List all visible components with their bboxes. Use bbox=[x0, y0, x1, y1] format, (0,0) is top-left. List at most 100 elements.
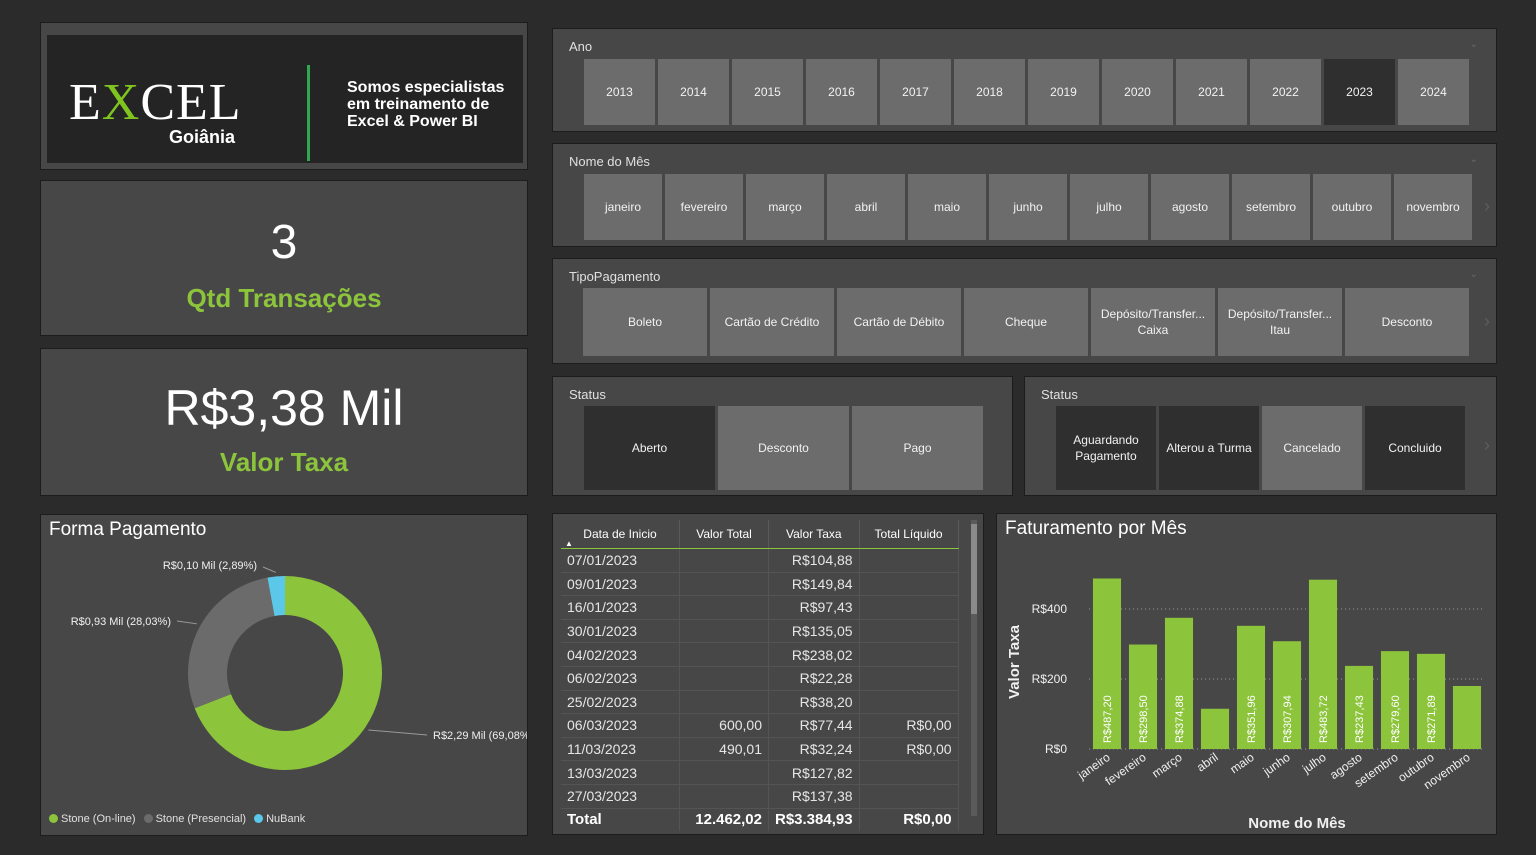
bar-data-label: R$307,94 bbox=[1282, 695, 1294, 743]
table-scrollbar-track[interactable] bbox=[971, 520, 977, 816]
bar[interactable] bbox=[1164, 617, 1194, 749]
bar[interactable] bbox=[1200, 708, 1230, 749]
logo-divider bbox=[307, 65, 310, 161]
slicer-tile[interactable]: 2024 bbox=[1398, 59, 1469, 125]
slicer-tile[interactable]: Depósito/Transfer... Itau bbox=[1218, 288, 1342, 356]
slicer-tile[interactable]: 2015 bbox=[732, 59, 803, 125]
bar[interactable] bbox=[1308, 579, 1338, 749]
table-cell: 16/01/2023 bbox=[561, 595, 680, 620]
bar[interactable] bbox=[1128, 644, 1158, 749]
slicer-tile[interactable]: Pago bbox=[852, 406, 983, 490]
table-cell bbox=[859, 572, 959, 597]
slicer-tile[interactable]: Cartão de Débito bbox=[837, 288, 961, 356]
table-header-cell[interactable]: Total Líquido bbox=[859, 520, 959, 549]
table-row[interactable]: 06/03/2023 600,00 R$77,44 R$0,00 bbox=[561, 713, 959, 738]
table-cell bbox=[859, 595, 959, 620]
slicer-tile[interactable]: agosto bbox=[1151, 174, 1229, 240]
slicer-tile[interactable]: Cartão de Crédito bbox=[710, 288, 834, 356]
table-row[interactable]: 16/01/2023 R$97,43 bbox=[561, 595, 959, 620]
slicer-tile[interactable]: 2020 bbox=[1102, 59, 1173, 125]
slicer-tile[interactable]: Concluido bbox=[1365, 406, 1465, 490]
table-scrollbar-thumb[interactable] bbox=[971, 524, 977, 614]
slicer-tile[interactable]: Desconto bbox=[1345, 288, 1469, 356]
chevron-right-icon[interactable]: › bbox=[1484, 196, 1490, 216]
slicer-tile[interactable]: 2021 bbox=[1176, 59, 1247, 125]
donut-chart: R$2,29 Mil (69,08%) R$0,93 Mil (28,03%) R$… bbox=[71, 560, 527, 770]
slicer-tile[interactable]: 2023 bbox=[1324, 59, 1395, 125]
bar-data-label: R$487,20 bbox=[1102, 695, 1114, 743]
table-row[interactable]: 09/01/2023 R$149,84 bbox=[561, 572, 959, 597]
slicer-tile[interactable]: 2016 bbox=[806, 59, 877, 125]
table-header-cell[interactable]: Valor Taxa bbox=[768, 520, 860, 549]
bar[interactable] bbox=[1452, 686, 1482, 749]
donut-slice[interactable] bbox=[194, 576, 382, 770]
slicer-tile[interactable]: abril bbox=[827, 174, 905, 240]
kpi-taxa-value: R$3,38 Mil bbox=[164, 380, 404, 436]
donut-data-label: R$2,29 Mil (69,08%) bbox=[433, 730, 527, 742]
slicer-tile[interactable]: 2013 bbox=[584, 59, 655, 125]
table-cell bbox=[679, 595, 769, 620]
chevron-right-icon[interactable]: › bbox=[1484, 435, 1490, 455]
legend-item[interactable]: NuBank bbox=[254, 813, 305, 825]
table-row[interactable]: 07/01/2023 R$104,88 bbox=[561, 548, 959, 573]
slicer-tile[interactable]: 2017 bbox=[880, 59, 951, 125]
bar-data-label: R$374,88 bbox=[1174, 695, 1186, 743]
slicer-tile[interactable]: 2014 bbox=[658, 59, 729, 125]
table-row[interactable]: 11/03/2023 490,01 R$32,24 R$0,00 bbox=[561, 737, 959, 762]
slicer-tile[interactable]: novembro bbox=[1394, 174, 1472, 240]
slicer-tile[interactable]: Cheque bbox=[964, 288, 1088, 356]
slicer-tile[interactable]: Cancelado bbox=[1262, 406, 1362, 490]
slicer-tile[interactable]: janeiro bbox=[584, 174, 662, 240]
sort-ascending-icon[interactable]: ▲ bbox=[565, 539, 573, 548]
slicer-status2-tiles: Aguardando Pagamento Alterou a Turma Cance… bbox=[1056, 406, 1465, 490]
slicer-tile[interactable]: fevereiro bbox=[665, 174, 743, 240]
table-cell: R$22,28 bbox=[768, 666, 860, 691]
slicer-status-2: Status Aguardando Pagamento Alterou a Tur… bbox=[1024, 376, 1497, 496]
bar[interactable] bbox=[1272, 641, 1302, 749]
slicer-tile[interactable]: Boleto bbox=[583, 288, 707, 356]
slicer-tile[interactable]: outubro bbox=[1313, 174, 1391, 240]
slicer-tile[interactable]: junho bbox=[989, 174, 1067, 240]
legend-item[interactable]: Stone (On-line) bbox=[49, 813, 136, 825]
bar[interactable] bbox=[1416, 653, 1446, 749]
table-row[interactable]: 25/02/2023 R$38,20 bbox=[561, 690, 959, 715]
chevron-down-icon[interactable]: ⌄ bbox=[1469, 39, 1478, 50]
slicer-tile[interactable]: Aberto bbox=[584, 406, 715, 490]
bar-data-label: R$483,72 bbox=[1318, 695, 1330, 743]
logo-banner: EXCEL Goiânia Somos especialistas em tre… bbox=[47, 35, 523, 163]
slicer-tipo-pagamento: TipoPagamento ⌄ Boleto Cartão de Crédito C… bbox=[552, 258, 1497, 364]
slicer-tile[interactable]: Aguardando Pagamento bbox=[1056, 406, 1156, 490]
slicer-tile[interactable]: Desconto bbox=[718, 406, 849, 490]
donut-slice[interactable] bbox=[188, 577, 275, 709]
donut-slice[interactable] bbox=[267, 576, 285, 616]
table-row[interactable]: 13/03/2023 R$127,82 bbox=[561, 760, 959, 785]
slicer-tile[interactable]: setembro bbox=[1232, 174, 1310, 240]
bar[interactable] bbox=[1380, 651, 1410, 749]
table-row[interactable]: 06/02/2023 R$22,28 bbox=[561, 666, 959, 691]
slicer-tile[interactable]: março bbox=[746, 174, 824, 240]
table-header-cell[interactable]: Data de Inicio ▲ bbox=[561, 520, 680, 549]
kpi-card-transacoes: 3 Qtd Transações bbox=[40, 180, 528, 336]
table-row[interactable]: 04/02/2023 R$238,02 bbox=[561, 642, 959, 667]
chevron-down-icon[interactable]: ⌄ bbox=[1469, 154, 1478, 165]
slicer-tile[interactable]: 2019 bbox=[1028, 59, 1099, 125]
table-row[interactable]: 27/03/2023 R$137,38 bbox=[561, 784, 959, 809]
bar[interactable] bbox=[1344, 665, 1374, 749]
slicer-ano-tiles: 2013 2014 2015 2016 2017 2018 2019 2020 2021 2022… bbox=[584, 59, 1469, 125]
slicer-tile[interactable]: 2022 bbox=[1250, 59, 1321, 125]
chevron-down-icon[interactable]: ⌄ bbox=[1469, 269, 1478, 280]
bar[interactable] bbox=[1092, 578, 1122, 749]
bar[interactable] bbox=[1236, 625, 1266, 749]
slicer-tile[interactable]: 2018 bbox=[954, 59, 1025, 125]
slicer-tile[interactable]: maio bbox=[908, 174, 986, 240]
legend-item[interactable]: Stone (Presencial) bbox=[143, 813, 246, 825]
chevron-right-icon[interactable]: › bbox=[1484, 311, 1490, 331]
slicer-tile[interactable]: Alterou a Turma bbox=[1159, 406, 1259, 490]
bar-chart-panel: Faturamento por Mês R$0 R$200 R$400 Valor T… bbox=[996, 513, 1497, 835]
table-cell: 04/02/2023 bbox=[561, 642, 680, 667]
slicer-tile[interactable]: julho bbox=[1070, 174, 1148, 240]
table-row[interactable]: 30/01/2023 R$135,05 bbox=[561, 619, 959, 644]
y-axis-title: Valor Taxa bbox=[1006, 624, 1023, 699]
slicer-tile[interactable]: Depósito/Transfer... Caixa bbox=[1091, 288, 1215, 356]
table-header-cell[interactable]: Valor Total bbox=[679, 520, 769, 549]
